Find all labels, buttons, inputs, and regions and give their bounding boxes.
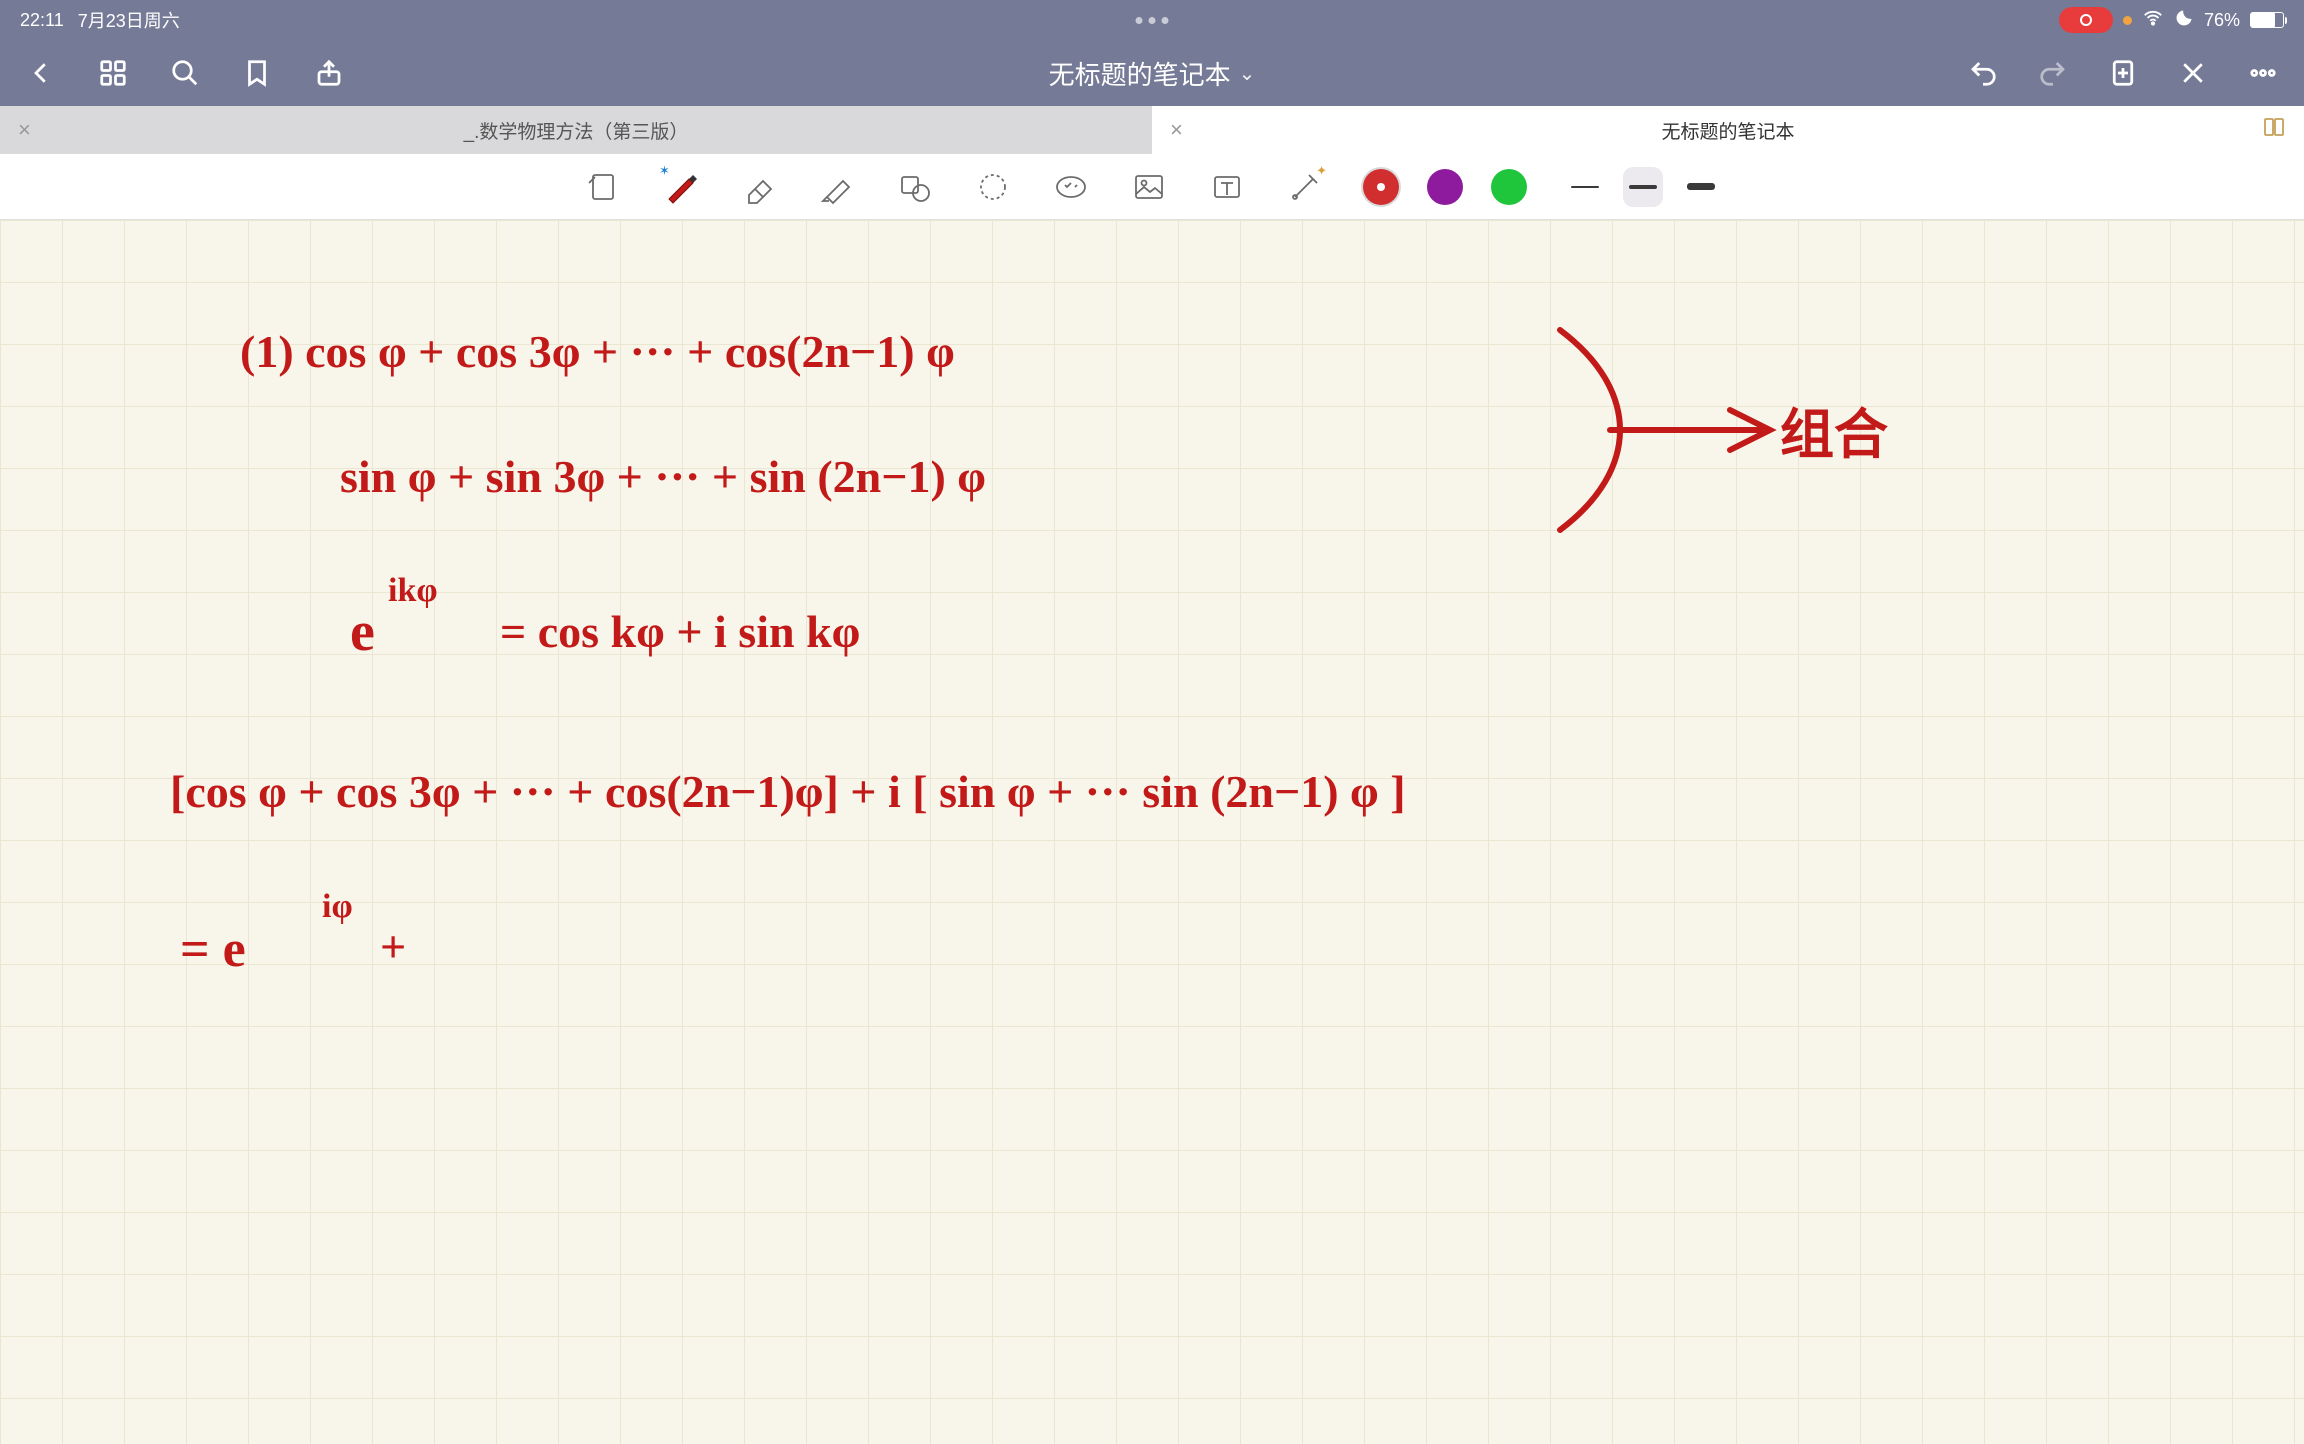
handwriting-line: e [350, 600, 375, 664]
color-swatch-1[interactable] [1427, 169, 1463, 205]
wifi-icon [2142, 7, 2164, 34]
handwriting-line: (1) cos φ + cos 3φ + ··· + cos(2n−1) φ [240, 325, 955, 378]
stroke-width-1[interactable] [1623, 167, 1663, 207]
stroke-width-2[interactable] [1681, 167, 1721, 207]
title-chevron-icon: ⌄ [1239, 61, 1256, 86]
handwriting-line: + [380, 920, 406, 973]
search-button[interactable] [170, 58, 200, 88]
close-tab-icon[interactable]: × [18, 117, 31, 143]
battery-fill [2251, 13, 2275, 27]
close-tab-icon[interactable]: × [1170, 117, 1183, 143]
nav-bar: 无标题的笔记本 ⌄ [0, 40, 2304, 106]
laser-tool[interactable]: ✦ [1285, 167, 1325, 207]
doc-tab-active[interactable]: × 无标题的笔记本 [1152, 106, 2304, 154]
close-button[interactable] [2178, 58, 2208, 88]
mic-in-use-dot [2123, 16, 2132, 25]
handwriting-line: ikφ [388, 572, 438, 610]
color-swatch-0[interactable] [1363, 169, 1399, 205]
grid-view-button[interactable] [98, 58, 128, 88]
handwriting-line: = cos kφ + i sin kφ [500, 605, 860, 658]
shape-tool[interactable] [895, 167, 935, 207]
more-button[interactable] [2248, 58, 2278, 88]
image-tool[interactable] [1129, 167, 1169, 207]
highlighter-tool[interactable] [817, 167, 857, 207]
screen-recording-pill[interactable] [2059, 7, 2113, 33]
handwriting-line: [cos φ + cos 3φ + ··· + cos(2n−1)φ] + i … [170, 765, 1406, 818]
document-title[interactable]: 无标题的笔记本 ⌄ [1049, 55, 1256, 92]
pen-tool[interactable]: ✶ [661, 167, 701, 207]
stroke-width-0[interactable] [1565, 167, 1605, 207]
bookmark-button[interactable] [242, 58, 272, 88]
status-time: 22:11 [20, 10, 64, 31]
sticker-tool[interactable] [1051, 167, 1091, 207]
add-page-button[interactable] [2108, 58, 2138, 88]
redo-button[interactable] [2038, 58, 2068, 88]
doc-tab-inactive[interactable]: × _.数学物理方法（第三版） [0, 106, 1152, 154]
undo-button[interactable] [1968, 58, 1998, 88]
doc-tab-active-label: 无标题的笔记本 [1661, 117, 1794, 144]
handwriting-line: iφ [322, 888, 353, 926]
doc-tab-inactive-label: _.数学物理方法（第三版） [464, 117, 689, 144]
text-tool[interactable] [1207, 167, 1247, 207]
eraser-tool[interactable] [739, 167, 779, 207]
page-tool[interactable] [583, 167, 623, 207]
document-tabs: × _.数学物理方法（第三版） × 无标题的笔记本 [0, 106, 2304, 154]
document-title-text: 无标题的笔记本 [1049, 55, 1231, 92]
handwriting-line: sin φ + sin 3φ + ··· + sin (2n−1) φ [340, 450, 986, 503]
battery-pct: 76% [2204, 10, 2240, 31]
status-date: 7月23日周六 [78, 7, 180, 33]
multitask-dots[interactable] [1136, 17, 1169, 24]
share-button[interactable] [314, 58, 344, 88]
handwriting-line: = e [180, 920, 246, 979]
brace-arrow [0, 220, 2304, 1444]
handwriting-line: 组合 [1780, 390, 1888, 469]
drawing-toolbar: ✶ ✦ [0, 154, 2304, 220]
canvas[interactable]: (1) cos φ + cos 3φ + ··· + cos(2n−1) φ si… [0, 220, 2304, 1444]
battery-icon [2250, 12, 2284, 28]
lasso-tool[interactable] [973, 167, 1013, 207]
split-view-icon[interactable] [2262, 115, 2286, 145]
color-swatch-2[interactable] [1491, 169, 1527, 205]
back-button[interactable] [26, 58, 56, 88]
status-bar: 22:11 7月23日周六 76% [0, 0, 2304, 40]
dnd-moon-icon [2174, 8, 2194, 33]
